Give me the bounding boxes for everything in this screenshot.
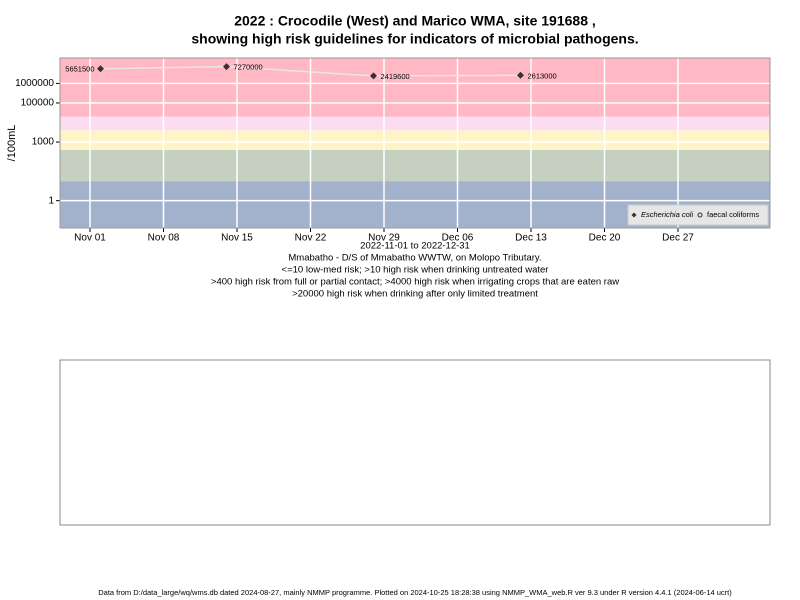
x-tick-label: Dec 06 [442, 233, 474, 244]
chart-subtitle: showing high risk guidelines for indicat… [191, 31, 638, 47]
axis-note: >20000 high risk when drinking after onl… [292, 289, 538, 300]
legend-marker [697, 212, 703, 218]
data-point [97, 65, 104, 73]
risk-band [60, 130, 770, 150]
axis-note: <=10 low-med risk; >10 high risk when dr… [282, 265, 549, 276]
empty-panel [59, 359, 771, 526]
x-tick-label: Nov 15 [221, 233, 253, 244]
legend-label: Escherichia coli [641, 210, 693, 219]
y-tick-label: 1 [48, 195, 54, 206]
data-label: 2613000 [528, 71, 557, 80]
x-tick-label: Nov 01 [74, 233, 106, 244]
data-label: 2419600 [381, 72, 410, 81]
x-tick-label: Dec 27 [662, 233, 694, 244]
series-line [100, 65, 521, 77]
y-tick-label: 1000 [32, 137, 55, 148]
footer: Data from D:/data_large/wq/wms.db dated … [98, 588, 732, 597]
x-tick-label: Dec 13 [515, 233, 547, 244]
x-tick-label: Dec 20 [589, 233, 621, 244]
data-label: 5651500 [65, 65, 94, 74]
x-tick-label: Nov 08 [148, 233, 180, 244]
legend-label: faecal coliforms [707, 210, 759, 219]
plot-frame [59, 57, 771, 229]
data-point [517, 71, 524, 79]
data-point [223, 63, 230, 71]
chart-title: 2022 : Crocodile (West) and Marico WMA, … [234, 13, 596, 29]
risk-band [60, 149, 770, 182]
x-tick-label: Nov 29 [368, 233, 400, 244]
y-tick-label: 100000 [21, 98, 55, 109]
y-tick-label: 1000000 [15, 78, 54, 89]
risk-band [60, 116, 770, 131]
axis-note: 2022-11-01 to 2022-12-31 [360, 241, 470, 252]
x-tick-label: Nov 22 [295, 233, 327, 244]
axis-note: Mmabatho - D/S of Mmabatho WWTW, on Molo… [288, 253, 541, 264]
data-label: 7270000 [234, 63, 263, 72]
risk-band [60, 58, 770, 117]
data-point [370, 72, 377, 80]
legend-marker [631, 212, 637, 218]
y-axis-label: /100mL [6, 125, 18, 162]
axis-note: >400 high risk from full or partial cont… [211, 277, 619, 288]
